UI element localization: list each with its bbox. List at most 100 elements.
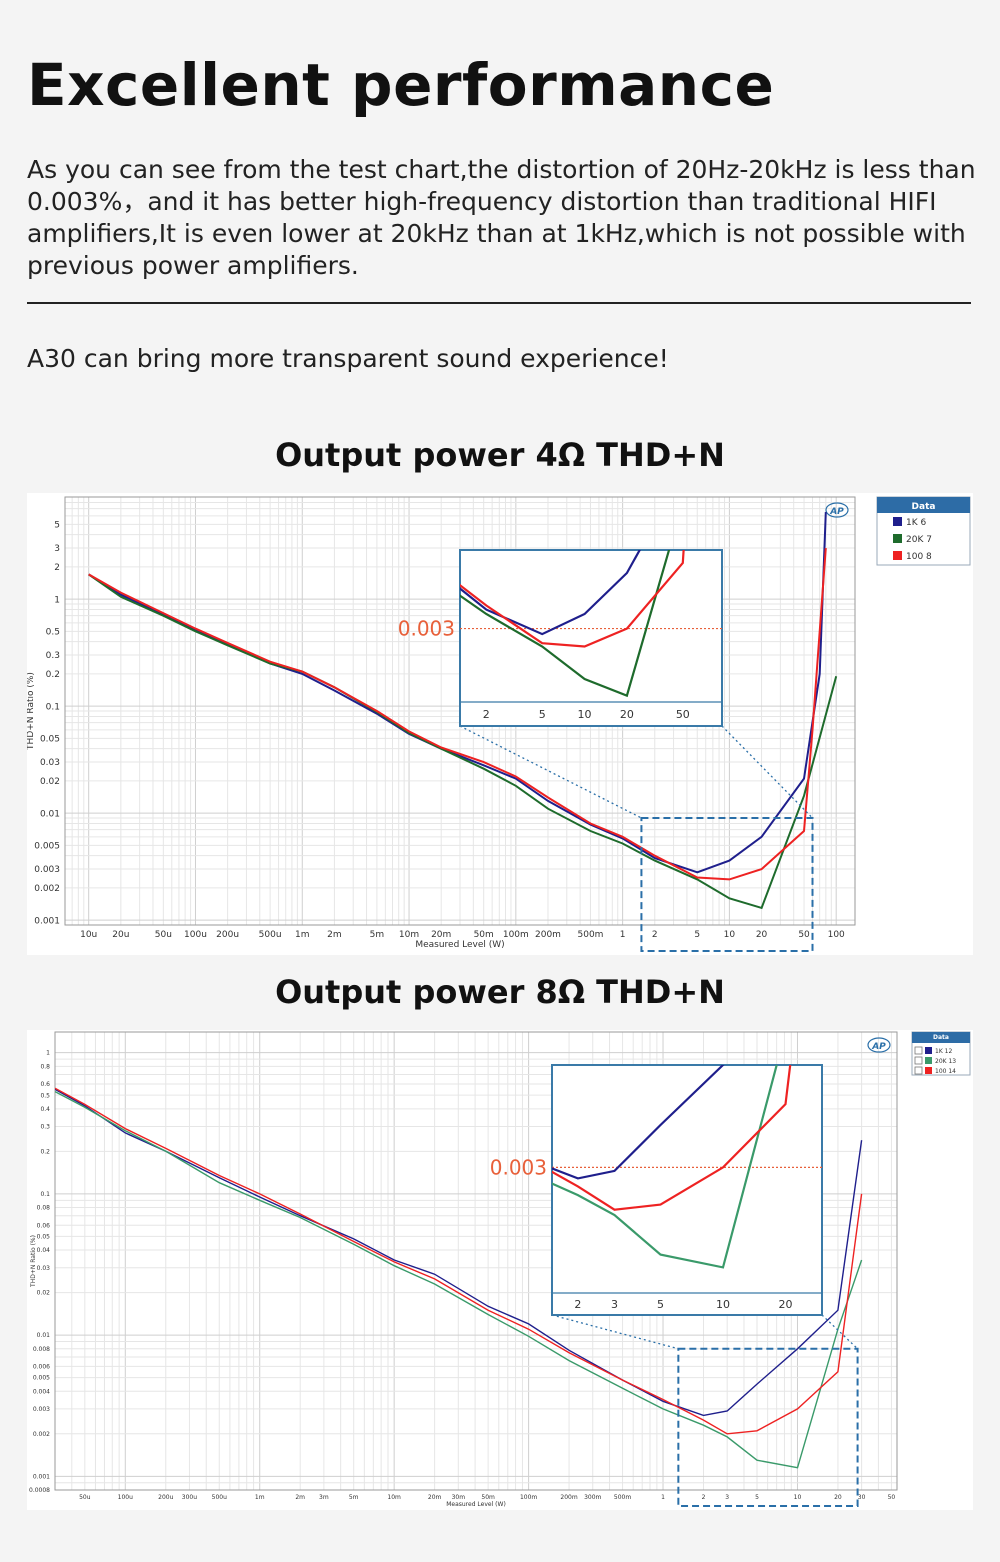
zoom-connector: [551, 1314, 679, 1350]
legend-swatch: [893, 551, 902, 560]
x-tick-label: 5: [755, 1494, 759, 1501]
y-axis-label: THD+N Ratio (%): [30, 1235, 37, 1288]
legend-entry: 1K 12: [935, 1048, 952, 1055]
x-tick-label: 500m: [614, 1494, 631, 1501]
inset-series-line-3: [460, 550, 685, 648]
series-line-2: [55, 1090, 863, 1469]
x-tick-label: 3: [725, 1494, 729, 1501]
threshold-label: 0.003: [398, 617, 455, 641]
ap-logo-ring: [825, 502, 849, 518]
y-tick-label: 0.002: [33, 1431, 50, 1438]
y-tick-label: 0.005: [33, 1375, 50, 1382]
ap-logo: AP: [825, 502, 849, 518]
ap-logo: AP: [867, 1037, 891, 1053]
y-tick-label: 0.008: [33, 1346, 50, 1353]
y-tick-label: 0.4: [40, 1106, 50, 1113]
series-line-3: [88, 548, 827, 881]
y-tick-label: 0.01: [37, 1332, 51, 1339]
x-tick-label: 10m: [399, 930, 419, 940]
x-tick-label: 2m: [295, 1494, 305, 1501]
y-tick-label: 0.02: [37, 1290, 51, 1297]
inset-series-line-2: [552, 1065, 778, 1269]
ap-logo-text: AP: [829, 507, 844, 517]
x-tick-label: 2: [702, 1494, 706, 1501]
x-tick-label: 50u: [155, 930, 172, 940]
inset-x-tick-label: 20: [620, 708, 634, 721]
y-tick-label: 3: [54, 544, 60, 554]
x-tick-label: 100m: [503, 930, 529, 940]
x-tick-label: 200u: [158, 1494, 173, 1501]
x-tick-label: 20: [834, 1494, 842, 1501]
x-tick-label: 1m: [295, 930, 310, 940]
x-tick-label: 300m: [584, 1494, 601, 1501]
y-tick-label: 0.05: [37, 1233, 51, 1240]
inset-series-line-1: [552, 1065, 725, 1180]
ap-logo-ring: [867, 1037, 891, 1053]
y-tick-label: 0.001: [33, 1473, 50, 1480]
x-tick-label: 200u: [216, 930, 239, 940]
y-tick-label: 0.6: [40, 1081, 50, 1088]
gridlines: [64, 496, 855, 926]
x-tick-label: 10m: [387, 1494, 401, 1501]
y-tick-label: 0.005: [34, 841, 60, 851]
legend-swatch: [925, 1057, 932, 1064]
x-tick-label: 5m: [370, 930, 385, 940]
legend-swatch: [925, 1067, 932, 1074]
chart-2-title: Output power 8Ω THD+N: [275, 973, 725, 1011]
y-tick-label: 1: [54, 595, 60, 605]
x-tick-label: 20m: [428, 1494, 442, 1501]
inset-x-tick-label: 3: [611, 1298, 618, 1311]
y-tick-label: 0.1: [40, 1191, 50, 1198]
x-tick-label: 100m: [520, 1494, 537, 1501]
y-tick-label: 0.004: [33, 1388, 50, 1395]
legend-header: [912, 1032, 970, 1043]
zoom-connector: [459, 725, 642, 819]
x-axis-label: Measured Level (W): [415, 940, 504, 950]
inset-x-tick-label: 50: [676, 708, 690, 721]
zoom-box: [640, 817, 814, 952]
legend-entry: 20K 13: [935, 1058, 956, 1065]
x-tick-label: 10: [724, 930, 736, 940]
x-tick-label: 300u: [182, 1494, 197, 1501]
x-tick-label: 20: [756, 930, 768, 940]
inset-x-tick-label: 2: [574, 1298, 581, 1311]
chart-1-title: Output power 4Ω THD+N: [275, 436, 725, 474]
series-group: [55, 1087, 863, 1469]
legend-entry: 20K 7: [906, 535, 932, 545]
legend: Data 1K 6 20K 7 100 8: [876, 496, 971, 566]
y-tick-label: 0.2: [46, 670, 60, 680]
inset-series-line-1: [460, 550, 641, 636]
legend-swatch: [893, 534, 902, 543]
series-line-3: [55, 1087, 863, 1435]
x-tick-label: 50m: [481, 1494, 495, 1501]
x-axis-label: Measured Level (W): [446, 1501, 506, 1508]
x-tick-label: 1: [620, 930, 626, 940]
y-tick-label: 0.003: [33, 1406, 50, 1413]
inset-x-tick-label: 5: [539, 708, 546, 721]
series-line-1: [88, 512, 827, 874]
legend-checkbox: [914, 1056, 923, 1065]
x-tick-label: 50: [888, 1494, 896, 1501]
x-tick-label: 100u: [118, 1494, 133, 1501]
y-tick-label: 0.01: [40, 809, 60, 819]
x-tick-label: 5m: [349, 1494, 359, 1501]
x-tick-label: 100u: [184, 930, 207, 940]
inset-series-line-3: [552, 1065, 792, 1211]
inset-series-line-2: [460, 550, 671, 698]
x-tick-label: 10: [794, 1494, 802, 1501]
legend-entry: 100 14: [935, 1068, 956, 1075]
x-tick-label: 30m: [452, 1494, 466, 1501]
legend-entry: 1K 6: [906, 518, 926, 528]
y-axis-label: THD+N Ratio (%): [27, 672, 36, 751]
y-tick-label: 0.1: [46, 702, 60, 712]
legend-checkbox: [914, 1066, 923, 1075]
legend-checkbox: [914, 1046, 923, 1055]
x-tick-label: 500u: [212, 1494, 227, 1501]
legend-title: Data: [933, 1034, 949, 1041]
zoom-connector: [721, 725, 813, 819]
y-tick-label: 0.0008: [29, 1487, 50, 1494]
x-tick-label: 5: [694, 930, 700, 940]
x-tick-label: 2m: [327, 930, 342, 940]
x-tick-label: 30: [858, 1494, 866, 1501]
x-tick-label: 50u: [79, 1494, 91, 1501]
